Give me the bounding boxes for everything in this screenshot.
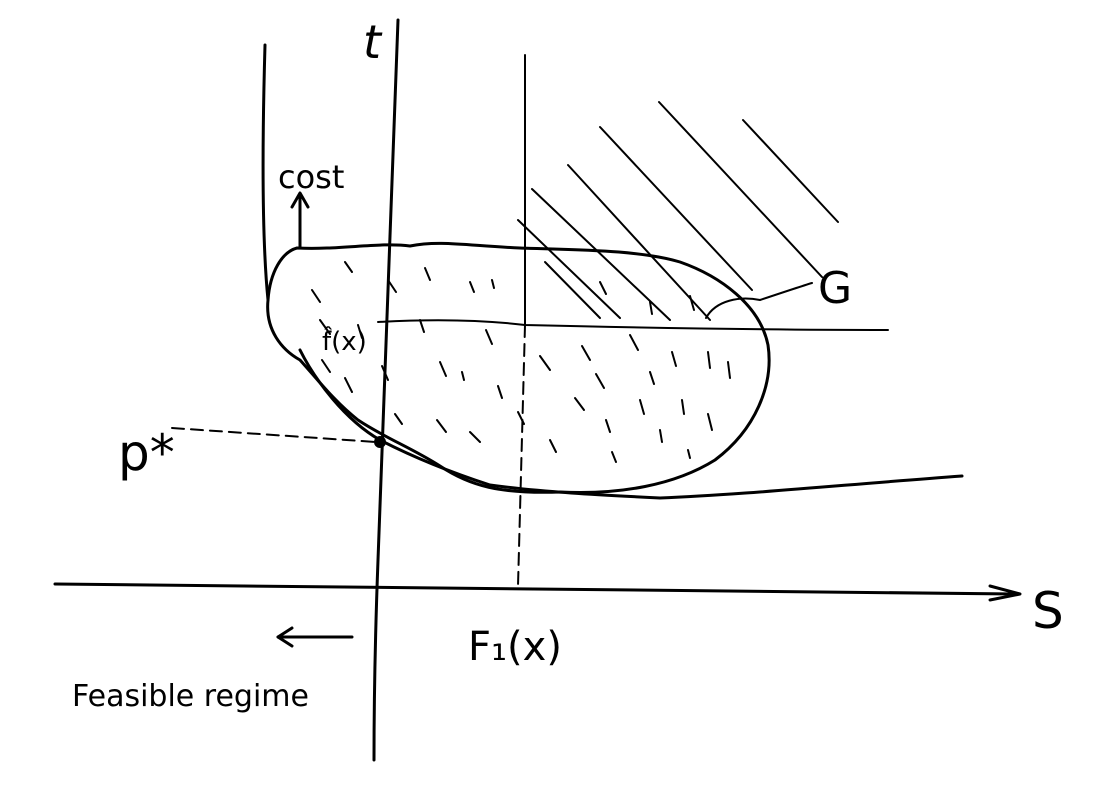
g-pointer [705, 282, 813, 319]
region-g-boundary [266, 241, 771, 494]
f1-vertical-dashed [517, 324, 526, 587]
optimum-dashed-line [171, 427, 377, 443]
s-axis-arrowhead [988, 584, 1022, 602]
f0-value-label: f̂(x) [322, 325, 367, 357]
region-dashes [311, 261, 731, 463]
cost-arrow-head [290, 191, 310, 209]
optimum-point [374, 436, 386, 448]
cost-label: cost [278, 158, 344, 196]
region-g-label: G [818, 263, 852, 314]
t-axis [372, 18, 400, 762]
s-axis [53, 582, 1017, 596]
feasible-arrow-head [276, 626, 294, 648]
s-axis-label: S [1032, 582, 1064, 640]
f1-value-label: F₁(x) [468, 624, 562, 670]
f0-level-line [377, 319, 889, 331]
t-axis-label: t [363, 15, 383, 69]
feasible-regime-label: Feasible regime [72, 679, 309, 714]
lower-boundary-curve [298, 348, 964, 500]
left-boundary-curve [261, 43, 270, 302]
optimum-label: p* [118, 424, 175, 482]
hatched-region [517, 101, 839, 321]
